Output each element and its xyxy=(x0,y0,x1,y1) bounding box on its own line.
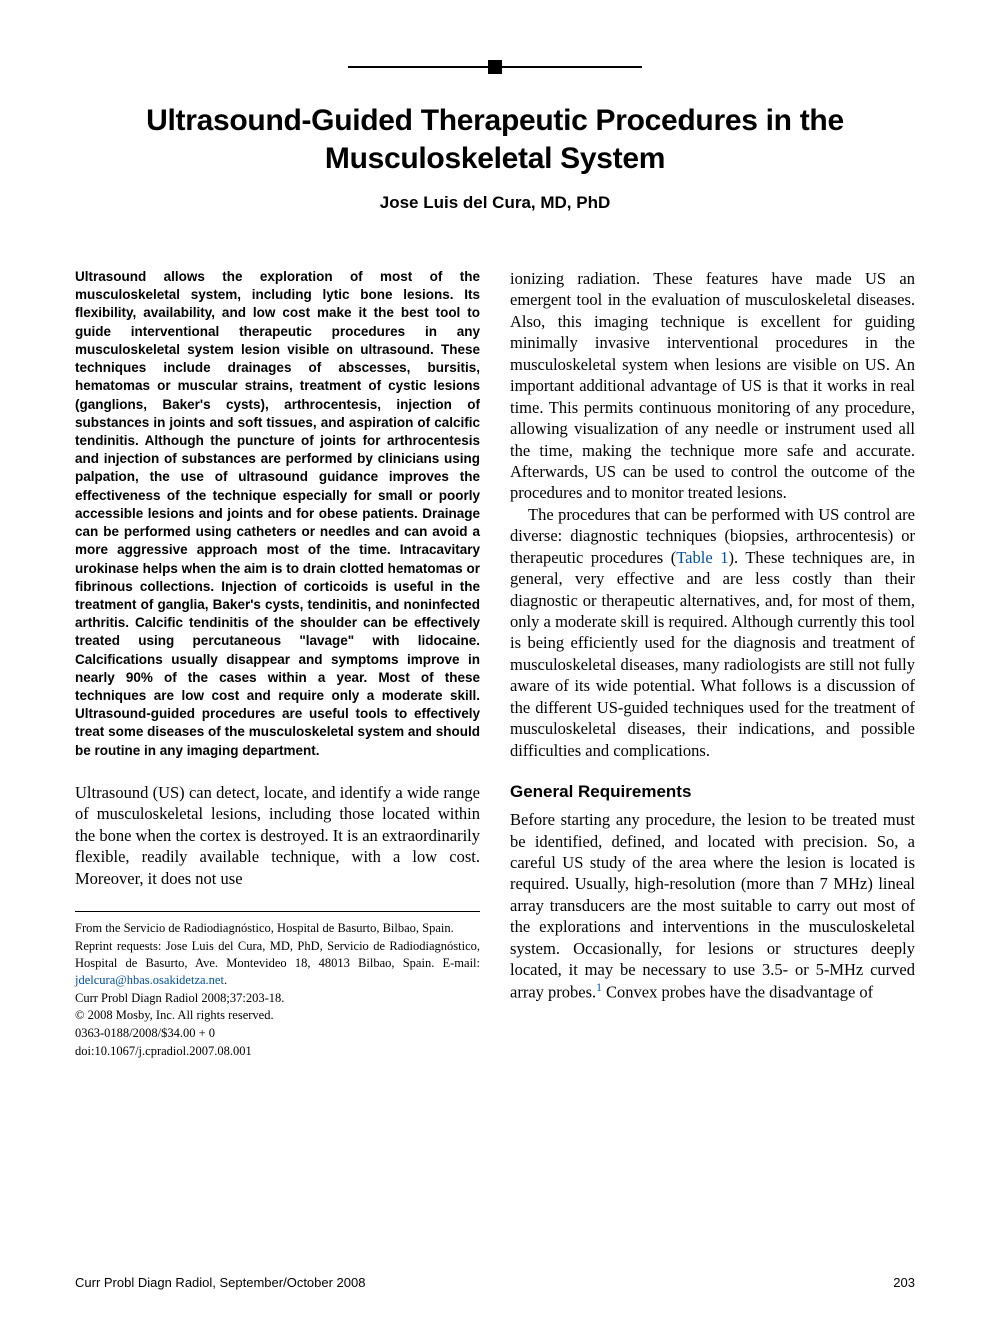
para2-post: ). These techniques are, in general, ver… xyxy=(510,548,915,760)
para3-pre: Before starting any procedure, the lesio… xyxy=(510,810,915,1001)
intro-paragraph: Ultrasound (US) can detect, locate, and … xyxy=(75,782,480,889)
ornament-line-right xyxy=(502,66,642,68)
ornament-line-left xyxy=(348,66,488,68)
footer-page-number: 203 xyxy=(893,1275,915,1290)
para3-post: Convex probes have the disadvantage of xyxy=(602,982,873,1001)
journal-citation: Curr Probl Diagn Radiol 2008;37:203-18. xyxy=(75,990,480,1007)
copyright-note: © 2008 Mosby, Inc. All rights reserved. xyxy=(75,1007,480,1024)
table-1-link[interactable]: Table 1 xyxy=(676,548,728,567)
ornament-square xyxy=(488,60,502,74)
footer-journal-issue: Curr Probl Diagn Radiol, September/Octob… xyxy=(75,1275,365,1290)
footnotes-block: From the Servicio de Radiodiagnóstico, H… xyxy=(75,920,480,1060)
reprint-note: Reprint requests: Jose Luis del Cura, MD… xyxy=(75,938,480,989)
right-column-body: ionizing radiation. These features have … xyxy=(510,268,915,1003)
page-footer: Curr Probl Diagn Radiol, September/Octob… xyxy=(75,1275,915,1290)
left-column: Ultrasound allows the exploration of mos… xyxy=(75,268,480,1061)
author-line: Jose Luis del Cura, MD, PhD xyxy=(75,193,915,213)
footnote-divider xyxy=(75,911,480,912)
right-column: ionizing radiation. These features have … xyxy=(510,268,915,1061)
text-columns: Ultrasound allows the exploration of mos… xyxy=(75,268,915,1061)
para-procedures: The procedures that can be performed wit… xyxy=(510,504,915,761)
abstract: Ultrasound allows the exploration of mos… xyxy=(75,268,480,760)
para-ionizing: ionizing radiation. These features have … xyxy=(510,268,915,504)
section-heading-general-requirements: General Requirements xyxy=(510,781,915,803)
issn-note: 0363-0188/2008/$34.00 + 0 xyxy=(75,1025,480,1042)
para-general-requirements: Before starting any procedure, the lesio… xyxy=(510,809,915,1002)
email-period: . xyxy=(224,973,227,987)
author-email-link[interactable]: jdelcura@hbas.osakidetza.net xyxy=(75,973,224,987)
doi-note: doi:10.1067/j.cpradiol.2007.08.001 xyxy=(75,1043,480,1060)
reprint-text: Reprint requests: Jose Luis del Cura, MD… xyxy=(75,939,480,970)
intro-text: Ultrasound (US) can detect, locate, and … xyxy=(75,782,480,889)
article-title: Ultrasound-Guided Therapeutic Procedures… xyxy=(75,102,915,177)
affiliation-note: From the Servicio de Radiodiagnóstico, H… xyxy=(75,920,480,937)
title-ornament xyxy=(75,60,915,74)
